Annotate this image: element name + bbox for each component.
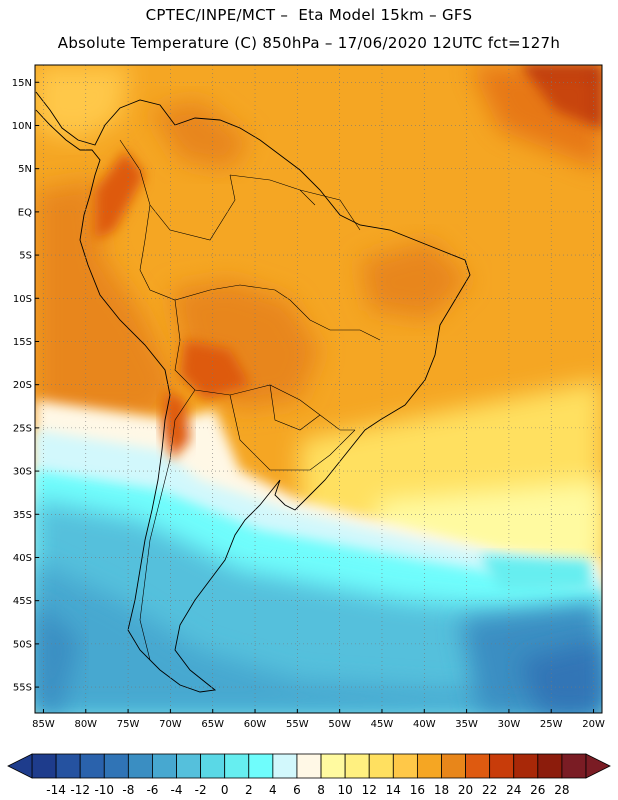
colorbar-label: 22 xyxy=(482,783,497,797)
colorbar-label: -10 xyxy=(94,783,114,797)
temperature-field xyxy=(35,65,602,713)
colorbar-swatch xyxy=(272,753,298,779)
colorbar-swatch xyxy=(200,753,226,779)
lon-tick-label: 30W xyxy=(498,719,521,730)
colorbar-label: -6 xyxy=(146,783,158,797)
colorbar-swatch xyxy=(441,753,466,779)
colorbar-label: 10 xyxy=(337,783,352,797)
lat-tick-label: 45S xyxy=(13,596,32,607)
lat-tick-label: 25S xyxy=(13,423,32,434)
lat-tick-label: 5N xyxy=(18,164,32,175)
colorbar-swatch xyxy=(152,753,177,779)
lon-tick-label: 55W xyxy=(286,719,309,730)
lon-tick-label: 35W xyxy=(455,719,478,730)
colorbar-label: -4 xyxy=(171,783,183,797)
colorbar-swatch xyxy=(320,753,346,779)
lon-tick-label: 20W xyxy=(582,719,605,730)
colorbar-swatch xyxy=(465,753,491,779)
colorbar-swatch xyxy=(224,753,250,779)
colorbar-label: 14 xyxy=(386,783,401,797)
colorbar-label: 8 xyxy=(317,783,325,797)
longitude-axis: 85W 80W 75W 70W 65W 60W 55W 50W 45W 40W 35W 30W 25W 2… xyxy=(32,709,605,730)
colorbar-swatch xyxy=(296,753,322,779)
lat-tick-label: 10S xyxy=(13,294,32,305)
country-borders xyxy=(119,139,381,661)
lat-tick-label: 40S xyxy=(13,553,32,564)
colorbar-swatch xyxy=(55,753,81,779)
colorbar-label: 26 xyxy=(530,783,545,797)
lon-tick-label: 50W xyxy=(328,719,351,730)
colorbar-label: 16 xyxy=(410,783,425,797)
lat-tick-label: 50S xyxy=(13,639,32,650)
lon-tick-label: 70W xyxy=(159,719,182,730)
colorbar-swatch xyxy=(416,753,442,779)
colorbar-label: 28 xyxy=(554,783,569,797)
colorbar-label: 0 xyxy=(221,783,229,797)
colorbar-swatch xyxy=(103,753,129,779)
latitude-axis: 15N 10N 5N EQ 5S 10S 15S 20S 25S 30S 35S 40S 45S 50S 5… xyxy=(12,78,39,694)
colorbar: -14 -12 -10 -8 -6 -4 -2 0 2 4 6 8 10 12 14 16 18 20 22 24 26… xyxy=(7,753,611,797)
lat-tick-label: 10N xyxy=(12,121,32,132)
lon-tick-label: 65W xyxy=(201,719,224,730)
lon-tick-label: 25W xyxy=(540,719,563,730)
colorbar-swatch xyxy=(176,753,202,779)
colorbar-swatch xyxy=(537,753,563,779)
lat-tick-label: 5S xyxy=(19,251,32,262)
colorbar-swatch xyxy=(344,753,370,779)
colorbar-label: 12 xyxy=(362,783,377,797)
lon-tick-label: 80W xyxy=(74,719,97,730)
lat-tick-label: 15S xyxy=(13,337,32,348)
colorbar-label: -8 xyxy=(122,783,134,797)
lon-tick-label: 60W xyxy=(244,719,267,730)
lon-tick-label: 75W xyxy=(117,719,140,730)
lat-tick-label: 20S xyxy=(13,380,32,391)
colorbar-swatch xyxy=(31,753,57,779)
colorbar-label: 2 xyxy=(245,783,253,797)
lat-tick-label: EQ xyxy=(18,207,32,218)
lon-tick-label: 45W xyxy=(371,719,394,730)
colorbar-swatch xyxy=(392,753,418,779)
lat-tick-label: 55S xyxy=(13,683,32,694)
colorbar-label: 20 xyxy=(458,783,473,797)
colorbar-swatch xyxy=(368,753,394,779)
colorbar-swatch xyxy=(513,753,539,779)
lon-tick-label: 40W xyxy=(413,719,436,730)
lat-tick-label: 30S xyxy=(13,467,32,478)
colorbar-label: 24 xyxy=(506,783,521,797)
lat-tick-label: 15N xyxy=(12,78,32,89)
colorbar-swatch xyxy=(248,753,274,779)
colorbar-min-arrow xyxy=(7,753,33,779)
lat-tick-label: 35S xyxy=(13,510,32,521)
chart-title-line-2: Absolute Temperature (C) 850hPa – 17/06/… xyxy=(57,34,561,52)
lon-tick-label: 85W xyxy=(32,719,55,730)
colorbar-label: 18 xyxy=(434,783,449,797)
colorbar-swatch xyxy=(79,753,105,779)
colorbar-swatch xyxy=(127,753,153,779)
chart-title-line-1: CPTEC/INPE/MCT – Eta Model 15km – GFS xyxy=(145,6,473,24)
plot-frame xyxy=(34,64,603,714)
colorbar-label: 6 xyxy=(293,783,301,797)
colorbar-swatch xyxy=(489,753,515,779)
coastline xyxy=(35,91,471,693)
colorbar-label: 4 xyxy=(269,783,277,797)
graticule-grid xyxy=(35,65,602,713)
colorbar-label: -12 xyxy=(70,783,90,797)
colorbar-max-arrow xyxy=(585,753,611,779)
colorbar-label: -2 xyxy=(195,783,207,797)
colorbar-label: -14 xyxy=(46,783,66,797)
colorbar-swatch xyxy=(561,753,587,779)
